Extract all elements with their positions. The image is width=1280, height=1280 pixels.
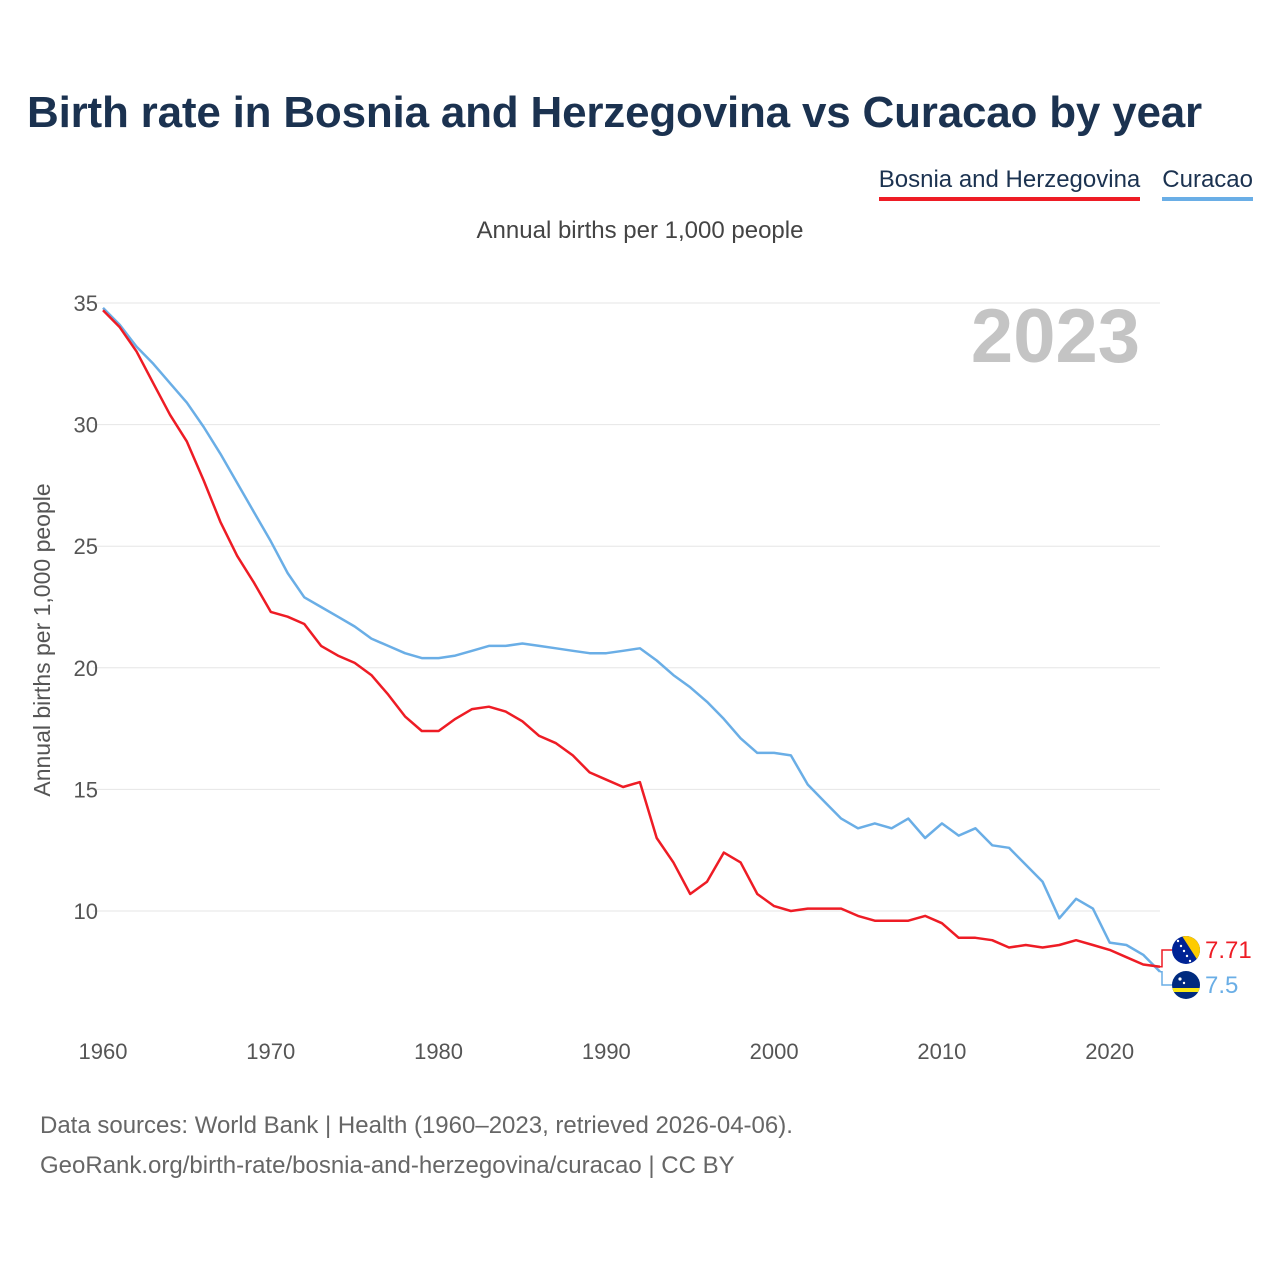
x-tick-label: 1960 (79, 1039, 128, 1064)
x-tick-label: 1990 (582, 1039, 631, 1064)
y-tick-label: 15 (74, 777, 98, 802)
chart-subtitle: Annual births per 1,000 people (476, 217, 804, 244)
legend-item-curacao[interactable]: Curacao (1162, 166, 1253, 201)
chart-title: Birth rate in Bosnia and Herzegovina vs … (27, 88, 1202, 137)
x-tick-label: 2020 (1085, 1039, 1134, 1064)
bosnia-and-herzegovina-flag-icon (1172, 936, 1200, 964)
end-value-label: 7.71 (1205, 937, 1252, 964)
footer: Data sources: World Bank | Health (1960–… (40, 1106, 793, 1186)
y-axis-label: Annual births per 1,000 people (29, 483, 55, 796)
footer-sources: Data sources: World Bank | Health (1960–… (40, 1112, 793, 1139)
legend-item-bosnia-and-herzegovina[interactable]: Bosnia and Herzegovina (878, 166, 1141, 201)
year-watermark: 2023 (971, 294, 1140, 379)
y-tick-label: 25 (74, 534, 98, 559)
chart-legend: Bosnia and Herzegovina Curacao (878, 166, 1253, 201)
footer-url: GeoRank.org/birth-rate/bosnia-and-herzeg… (40, 1152, 735, 1179)
series-line-bosnia-and-herzegovina[interactable] (102, 309, 1161, 968)
y-tick-label: 10 (74, 899, 98, 924)
x-tick-label: 2000 (750, 1039, 799, 1064)
x-tick-label: 1980 (414, 1039, 463, 1064)
y-tick-label: 30 (74, 413, 98, 438)
series-line-curacao[interactable] (102, 307, 1161, 973)
end-connector (1160, 949, 1172, 968)
y-tick-label: 35 (74, 291, 98, 316)
x-axis-ticks: 1960 1970 1980 1990 2000 2010 2020 (79, 1039, 1135, 1064)
y-axis-ticks: 10 15 20 25 30 35 (74, 291, 98, 924)
curacao-flag-icon (1172, 971, 1200, 999)
end-value-label: 7.5 (1205, 972, 1238, 999)
grid-lines (93, 302, 1160, 912)
end-labels: 7.71 7.5 (1160, 936, 1252, 999)
x-tick-label: 2010 (917, 1039, 966, 1064)
end-connector (1160, 971, 1172, 986)
y-tick-label: 20 (74, 656, 98, 681)
x-tick-label: 1970 (246, 1039, 295, 1064)
series-lines (102, 307, 1161, 973)
